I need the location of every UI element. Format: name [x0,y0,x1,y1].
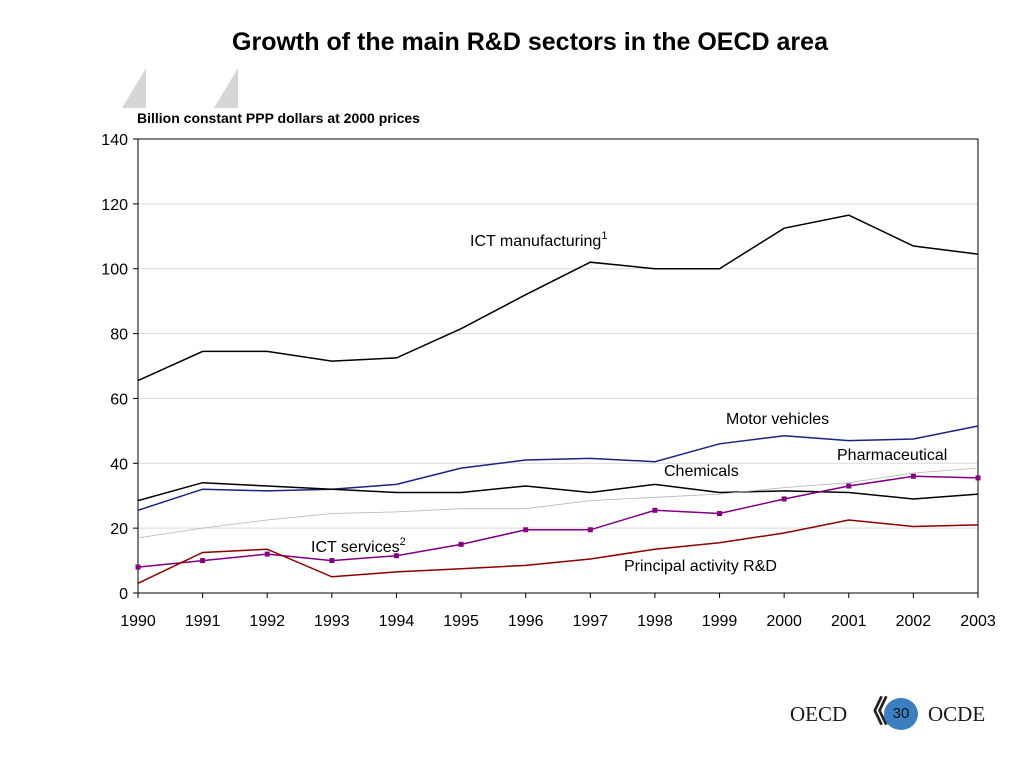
series-line-ict-services [137,467,979,539]
x-tick-label: 2000 [766,613,802,630]
data-point-pharmaceutical [329,558,335,564]
data-point-pharmaceutical [587,527,593,533]
oecd-footer: OECD 《 30 OCDE [790,698,1000,732]
data-point-pharmaceutical [393,553,399,559]
y-tick-label: 120 [101,197,128,214]
y-tick-label: 140 [101,132,128,149]
x-tick-label: 2003 [960,613,996,630]
series-line-principal-activity-r-d [137,519,979,584]
x-tick-label: 1994 [379,613,415,630]
series-label-footnote: 1 [601,230,607,242]
series-line-chemicals [137,481,979,502]
y-axis-label: Billion constant PPP dollars at 2000 pri… [137,110,420,126]
series-label-ict-manufacturing: ICT manufacturing1 [470,230,607,250]
series-line-motor-vehicles [137,425,979,512]
x-tick-label: 1992 [249,613,285,630]
data-point-pharmaceutical [652,507,658,513]
data-point-pharmaceutical [781,496,787,502]
chart-title: Growth of the main R&D sectors in the OE… [232,28,828,56]
data-point-pharmaceutical [717,511,723,517]
data-point-pharmaceutical [458,541,464,547]
oecd-chevron-icon: 《 [858,695,888,730]
data-point-pharmaceutical [910,473,916,479]
series-line-pharmaceutical [137,475,979,568]
data-point-pharmaceutical [846,483,852,489]
data-point-pharmaceutical [975,475,981,481]
x-tick-label: 2001 [831,613,867,630]
data-point-pharmaceutical [264,551,270,557]
plot-area [137,138,979,594]
oecd-logo-text: OECD [790,702,848,726]
data-point-pharmaceutical [200,558,206,564]
x-tick-label: 1995 [443,613,479,630]
page-number-badge: 30 [884,698,918,730]
y-tick-label: 0 [119,586,128,603]
ocde-logo-text: OCDE [928,702,986,726]
x-tick-label: 1991 [185,613,221,630]
decorative-quote-icon [122,68,238,108]
series-label-pharmaceutical: Pharmaceutical [837,447,947,464]
y-tick-label: 80 [110,327,128,344]
x-tick-label: 1997 [573,613,609,630]
series-line-ict-manufacturing [137,214,979,382]
y-tick-label: 100 [101,262,128,279]
x-tick-label: 1993 [314,613,350,630]
x-tick-label: 1996 [508,613,544,630]
y-tick-label: 20 [110,521,128,538]
series-label-chemicals: Chemicals [664,463,739,480]
y-tick-label: 40 [110,456,128,473]
x-tick-label: 1990 [120,613,156,630]
x-tick-label: 2002 [896,613,932,630]
series-label-footnote: 2 [400,536,406,548]
y-tick-label: 60 [110,391,128,408]
series-label-ict-services: ICT services2 [311,536,406,556]
data-point-pharmaceutical [135,564,141,570]
x-tick-label: 1999 [702,613,738,630]
data-point-pharmaceutical [523,527,529,533]
series-label-principal-activity-r-d: Principal activity R&D [624,558,777,575]
series-label-motor-vehicles: Motor vehicles [726,411,829,428]
x-tick-label: 1998 [637,613,673,630]
